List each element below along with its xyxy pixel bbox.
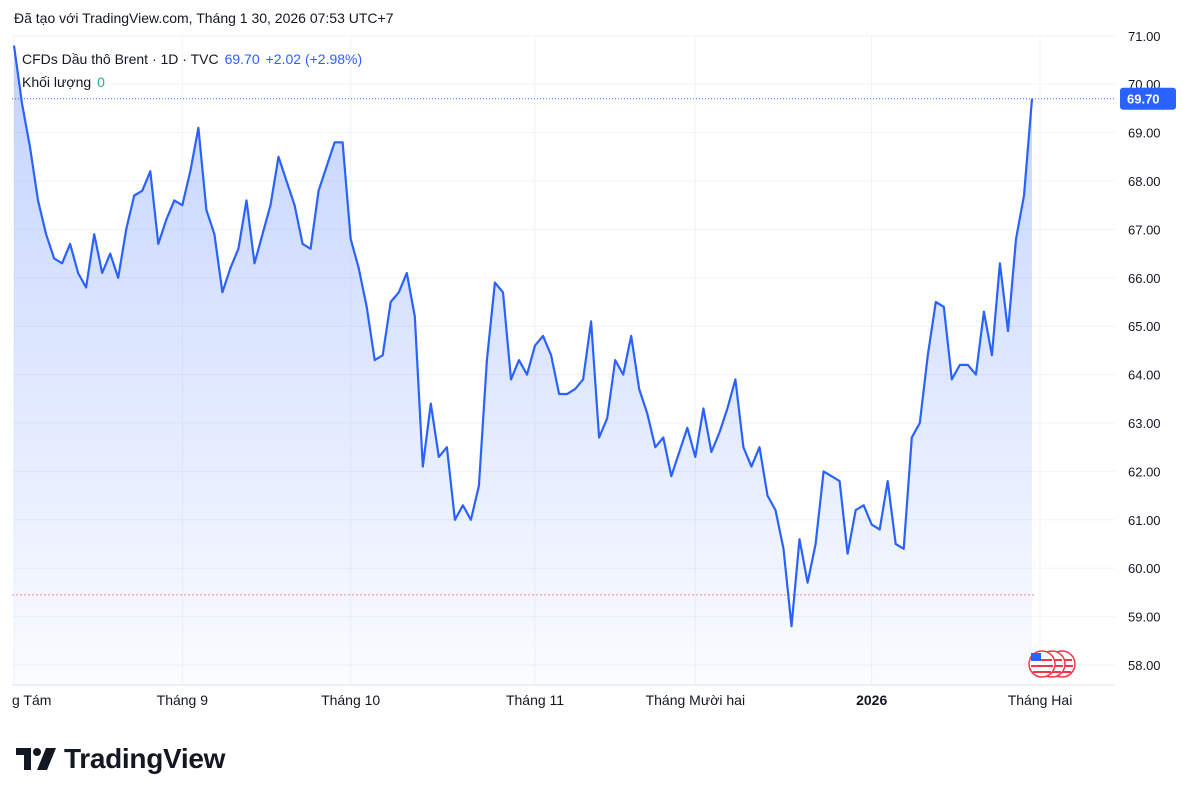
volume-label: Khối lượng: [22, 74, 92, 90]
x-tick-label: Tháng 9: [157, 692, 209, 708]
badge-text: 69.70: [1127, 92, 1160, 107]
flag-canton: [1031, 653, 1041, 661]
y-tick-label: 65.00: [1128, 319, 1161, 334]
y-tick-label: 71.00: [1128, 29, 1161, 44]
y-tick-label: 60.00: [1128, 561, 1161, 576]
x-tick-label: Tháng Hai: [1008, 692, 1073, 708]
x-tick-label: Tháng 11: [506, 692, 564, 708]
volume-value: 0: [97, 74, 105, 90]
legend-volume-row[interactable]: Khối lượng 0: [22, 71, 362, 94]
price-change: +2.02 (+2.98%): [265, 51, 363, 67]
y-tick-label: 68.00: [1128, 174, 1161, 189]
price-line: [12, 45, 1034, 628]
y-axis[interactable]: 71.0070.0069.0068.0067.0066.0065.0064.00…: [1128, 29, 1161, 673]
y-axis-panel[interactable]: [1115, 36, 1200, 685]
last-price-badge: 69.70: [1120, 87, 1176, 110]
y-tick-label: 59.00: [1128, 610, 1161, 625]
y-tick-label: 67.00: [1128, 222, 1161, 237]
x-tick-label: Tháng 10: [321, 692, 380, 708]
x-tick-label: Tháng Mười hai: [646, 692, 745, 708]
y-tick-label: 63.00: [1128, 416, 1161, 431]
y-tick-label: 69.00: [1128, 126, 1161, 141]
y-tick-label: 62.00: [1128, 464, 1161, 479]
y-tick-label: 58.00: [1128, 658, 1161, 673]
y-tick-label: 61.00: [1128, 513, 1161, 528]
chart-caption: Đã tạo với TradingView.com, Tháng 1 30, …: [14, 10, 394, 26]
x-tick-label: 2026: [856, 692, 887, 708]
x-tick-label: g Tám: [12, 692, 51, 708]
tradingview-logo-icon: [16, 748, 56, 770]
us-flag-icon[interactable]: [1028, 650, 1076, 678]
price-value: 69.70: [224, 51, 260, 67]
brand-name: TradingView: [64, 743, 226, 774]
lines-layer: [12, 45, 1115, 628]
y-tick-label: 64.00: [1128, 368, 1161, 383]
legend: CFDs Dầu thô Brent · 1D · TVC 69.70 +2.02 …: [22, 48, 362, 94]
badge-bg: [1120, 87, 1176, 110]
y-tick-label: 66.00: [1128, 271, 1161, 286]
symbol-label: CFDs Dầu thô Brent · 1D · TVC: [22, 51, 219, 67]
tradingview-logo[interactable]: TradingView: [16, 742, 225, 776]
x-axis[interactable]: g Tám Tháng 9 Tháng 10 Tháng 11 Tháng Mười h…: [12, 692, 1072, 708]
legend-symbol-row[interactable]: CFDs Dầu thô Brent · 1D · TVC 69.70 +2.02 …: [22, 48, 362, 71]
